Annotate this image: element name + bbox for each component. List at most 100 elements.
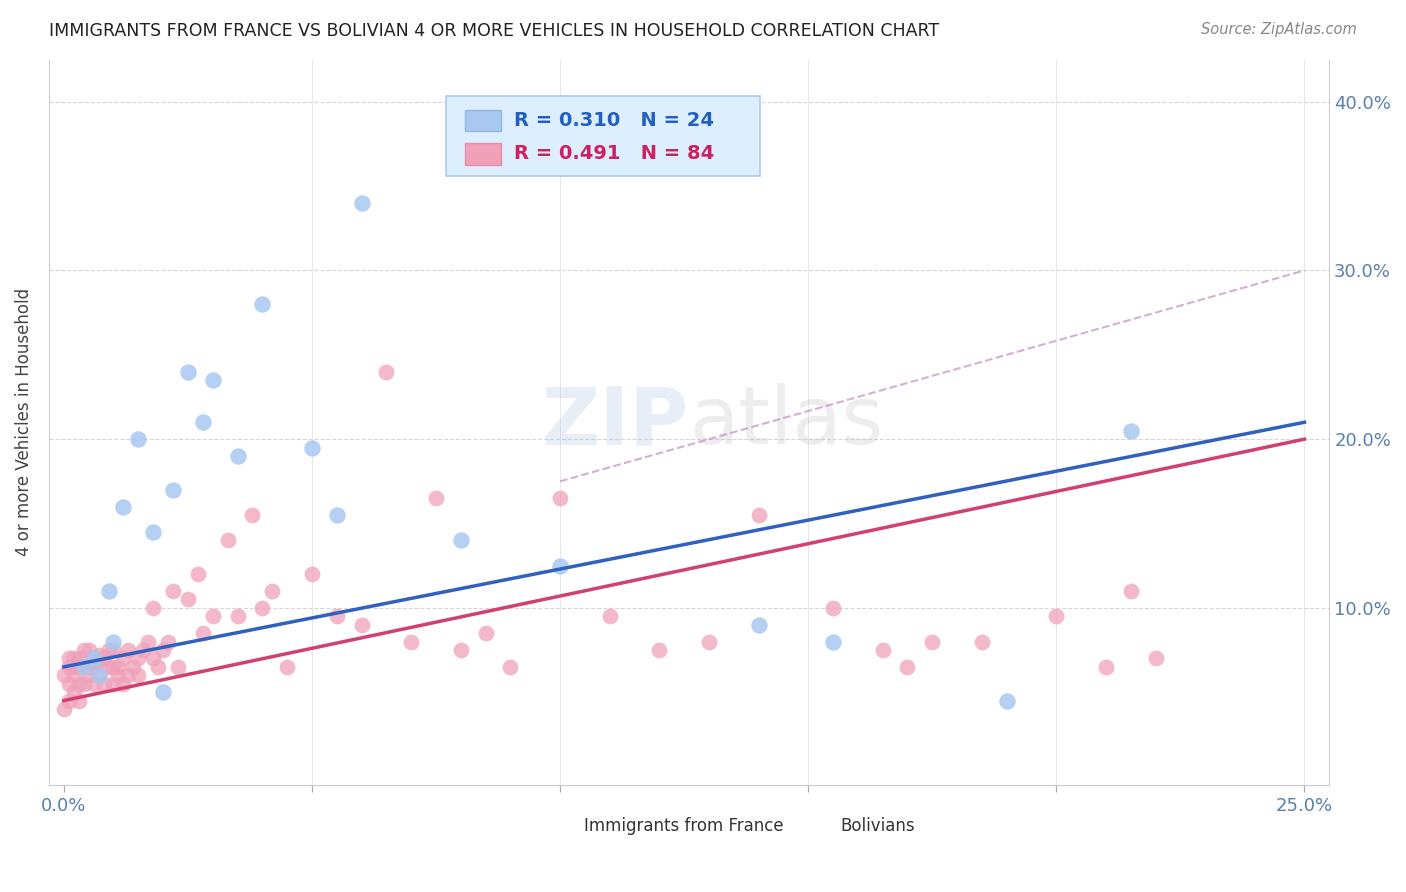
- Point: [127, 651, 149, 665]
- Point: [73, 660, 96, 674]
- Point: [112, 651, 135, 665]
- Point: [52, 702, 75, 716]
- Point: [97, 643, 120, 657]
- Point: [450, 533, 472, 548]
- Point: [821, 600, 844, 615]
- Point: [127, 432, 149, 446]
- Point: [67, 677, 90, 691]
- Point: [375, 365, 398, 379]
- Text: IMMIGRANTS FROM FRANCE VS BOLIVIAN 4 OR MORE VEHICLES IN HOUSEHOLD CORRELATION C: IMMIGRANTS FROM FRANCE VS BOLIVIAN 4 OR …: [49, 22, 939, 40]
- Point: [921, 634, 943, 648]
- Point: [112, 500, 135, 514]
- Point: [157, 634, 180, 648]
- FancyBboxPatch shape: [446, 95, 759, 176]
- Text: atlas: atlas: [689, 384, 883, 461]
- Point: [62, 685, 84, 699]
- Point: [107, 660, 129, 674]
- Point: [62, 651, 84, 665]
- Point: [152, 643, 174, 657]
- Point: [1095, 660, 1118, 674]
- FancyBboxPatch shape: [465, 110, 501, 131]
- Point: [67, 693, 90, 707]
- Point: [191, 415, 214, 429]
- Point: [821, 634, 844, 648]
- Point: [87, 648, 110, 662]
- Point: [748, 508, 770, 522]
- Text: ZIP: ZIP: [541, 384, 689, 461]
- Point: [399, 634, 422, 648]
- Point: [73, 677, 96, 691]
- Text: Immigrants from France: Immigrants from France: [583, 816, 783, 835]
- Point: [83, 651, 105, 665]
- Point: [67, 660, 90, 674]
- Point: [117, 668, 139, 682]
- Point: [226, 449, 249, 463]
- Point: [107, 668, 129, 682]
- Point: [1045, 609, 1067, 624]
- Point: [450, 643, 472, 657]
- Text: R = 0.491   N = 84: R = 0.491 N = 84: [513, 145, 714, 163]
- Point: [276, 660, 298, 674]
- Point: [970, 634, 993, 648]
- Point: [896, 660, 918, 674]
- Point: [52, 668, 75, 682]
- Point: [326, 508, 349, 522]
- Point: [748, 617, 770, 632]
- FancyBboxPatch shape: [804, 818, 832, 834]
- Point: [162, 483, 184, 497]
- Point: [73, 643, 96, 657]
- Point: [191, 626, 214, 640]
- Point: [73, 660, 96, 674]
- Point: [1119, 424, 1142, 438]
- Point: [103, 660, 125, 674]
- Point: [252, 297, 274, 311]
- Point: [87, 668, 110, 682]
- Point: [1144, 651, 1167, 665]
- Point: [93, 651, 115, 665]
- Point: [599, 609, 621, 624]
- Point: [103, 634, 125, 648]
- Point: [177, 592, 200, 607]
- Point: [1119, 584, 1142, 599]
- Point: [995, 693, 1018, 707]
- Point: [136, 634, 159, 648]
- Point: [58, 693, 80, 707]
- Point: [83, 677, 105, 691]
- Y-axis label: 4 or more Vehicles in Household: 4 or more Vehicles in Household: [15, 288, 32, 557]
- Point: [83, 660, 105, 674]
- Point: [97, 584, 120, 599]
- Point: [697, 634, 720, 648]
- Point: [152, 685, 174, 699]
- Point: [62, 668, 84, 682]
- Point: [103, 643, 125, 657]
- Point: [162, 584, 184, 599]
- Point: [58, 660, 80, 674]
- Point: [872, 643, 894, 657]
- Point: [187, 567, 209, 582]
- Point: [87, 668, 110, 682]
- Point: [67, 651, 90, 665]
- Point: [226, 609, 249, 624]
- Point: [499, 660, 522, 674]
- Point: [167, 660, 190, 674]
- Point: [122, 660, 145, 674]
- Point: [350, 617, 373, 632]
- Point: [262, 584, 284, 599]
- Point: [87, 655, 110, 669]
- Point: [77, 660, 100, 674]
- Point: [326, 609, 349, 624]
- Text: R = 0.310   N = 24: R = 0.310 N = 24: [513, 111, 714, 130]
- Point: [103, 677, 125, 691]
- Point: [97, 660, 120, 674]
- Point: [177, 365, 200, 379]
- Point: [132, 643, 155, 657]
- Point: [142, 651, 165, 665]
- Point: [252, 600, 274, 615]
- Text: Source: ZipAtlas.com: Source: ZipAtlas.com: [1201, 22, 1357, 37]
- Point: [548, 558, 571, 573]
- Point: [548, 491, 571, 505]
- Point: [242, 508, 264, 522]
- Text: Bolivians: Bolivians: [841, 816, 915, 835]
- Point: [146, 660, 169, 674]
- FancyBboxPatch shape: [465, 143, 501, 165]
